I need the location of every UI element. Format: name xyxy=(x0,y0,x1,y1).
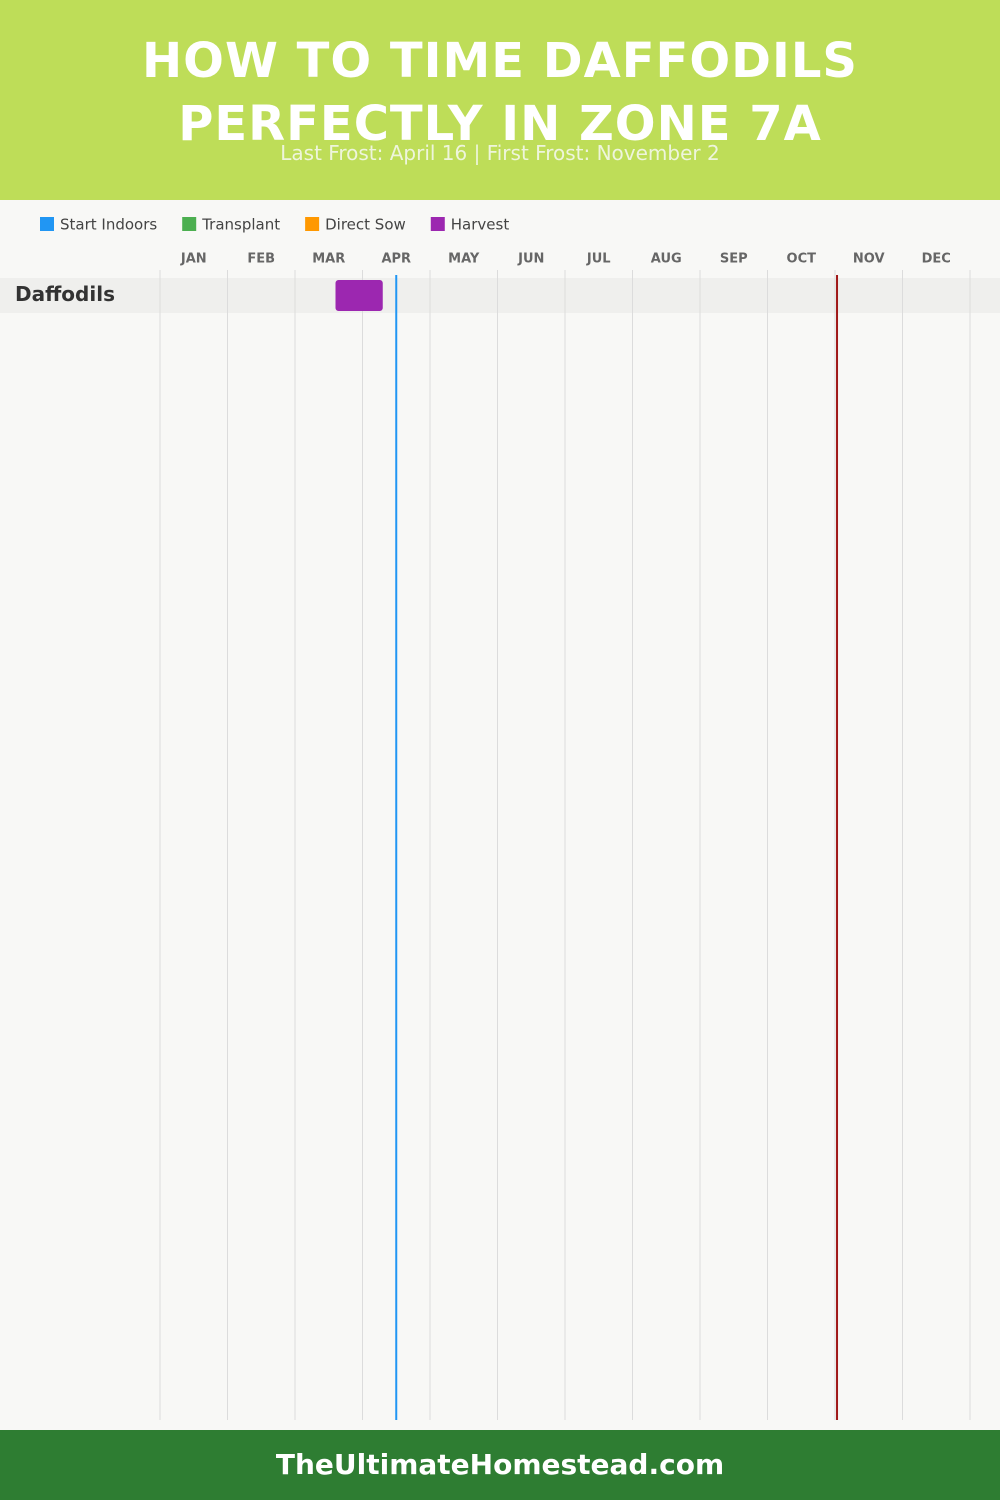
x-tick-label: FEB xyxy=(247,252,275,267)
x-tick-label: JUN xyxy=(517,252,544,267)
legend-label: Start Indoors xyxy=(60,216,157,234)
row-label: Daffodils xyxy=(15,282,115,306)
x-tick-label: MAR xyxy=(312,252,345,267)
x-tick-label: JUL xyxy=(586,252,611,267)
x-tick-label: NOV xyxy=(853,252,885,267)
legend-swatch xyxy=(305,217,320,231)
header: HOW TO TIME DAFFODILS PERFECTLY IN ZONE … xyxy=(0,0,1000,200)
footer: TheUltimateHomestead.com xyxy=(0,1430,1000,1500)
x-tick-label: AUG xyxy=(651,252,682,267)
x-tick-label: MAY xyxy=(448,252,480,267)
legend-label: Harvest xyxy=(451,216,510,234)
x-tick-label: DEC xyxy=(922,252,951,267)
legend-label: Direct Sow xyxy=(325,216,406,234)
legend-swatch xyxy=(182,217,197,231)
legend-label: Transplant xyxy=(201,216,280,234)
x-tick-label: JAN xyxy=(180,252,207,267)
x-tick-label: SEP xyxy=(720,252,748,267)
legend-swatch xyxy=(430,217,445,231)
x-tick-label: OCT xyxy=(787,252,817,267)
x-tick-label: APR xyxy=(381,252,411,267)
legend-swatch xyxy=(40,217,54,231)
chart-subtitle: Last Frost: April 16 | First Frost: Nove… xyxy=(280,141,720,165)
chart-title: HOW TO TIME DAFFODILS PERFECTLY IN ZONE … xyxy=(142,33,858,152)
chart: Start Indoors Transplant Direct Sow Harvest… xyxy=(0,216,1000,1420)
row-band xyxy=(0,278,1000,313)
task-bar xyxy=(335,280,383,311)
